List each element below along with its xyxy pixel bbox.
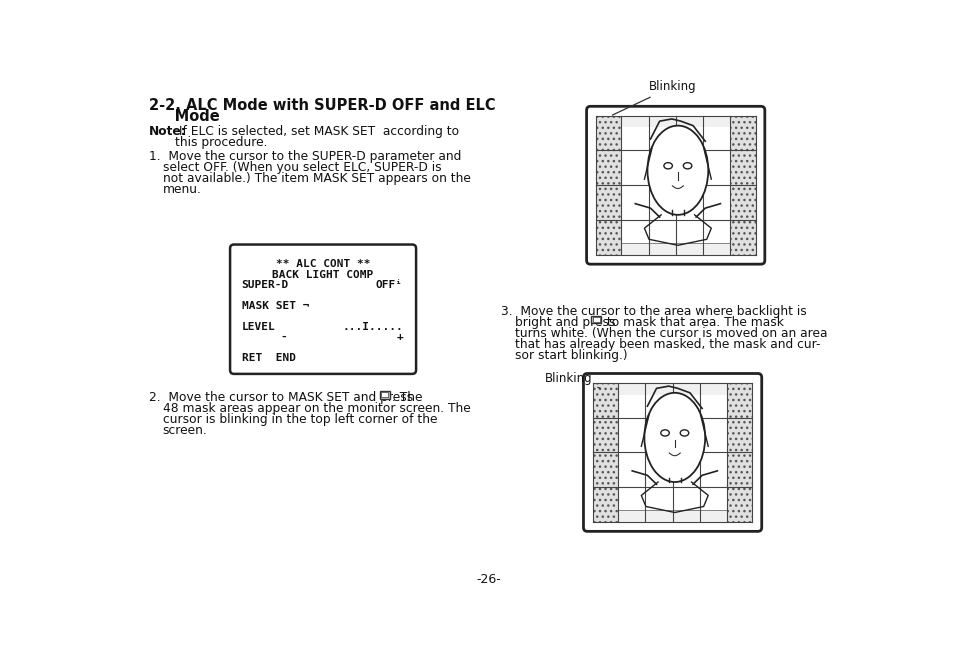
Text: 1.  Move the cursor to the SUPER-D parameter and: 1. Move the cursor to the SUPER-D parame… bbox=[149, 150, 460, 163]
Text: +: + bbox=[395, 332, 402, 342]
Ellipse shape bbox=[643, 393, 704, 482]
Text: Blinking: Blinking bbox=[612, 81, 696, 115]
Bar bbox=[620, 115, 729, 127]
Text: RET  END: RET END bbox=[241, 353, 295, 363]
Text: ** ALC CONT **: ** ALC CONT ** bbox=[275, 259, 370, 269]
Bar bbox=[591, 316, 600, 323]
Text: OFFⁱ: OFFⁱ bbox=[375, 280, 402, 290]
Text: If ELC is selected, set MASK SET  according to: If ELC is selected, set MASK SET accordi… bbox=[174, 125, 458, 138]
Ellipse shape bbox=[647, 125, 707, 215]
Ellipse shape bbox=[663, 162, 672, 169]
Bar bbox=[618, 395, 726, 510]
Bar bbox=[618, 382, 726, 395]
Text: BACK LIGHT COMP: BACK LIGHT COMP bbox=[273, 270, 374, 280]
Text: not available.) The item MASK SET appears on the: not available.) The item MASK SET appear… bbox=[162, 172, 470, 185]
Text: to mask that area. The mask: to mask that area. The mask bbox=[602, 316, 783, 329]
Ellipse shape bbox=[660, 430, 669, 436]
Ellipse shape bbox=[682, 162, 691, 169]
Text: -: - bbox=[280, 332, 287, 342]
Text: ...I.....: ...I..... bbox=[342, 321, 402, 331]
Text: Blinking: Blinking bbox=[544, 372, 599, 388]
Text: 2.  Move the cursor to MASK SET and press: 2. Move the cursor to MASK SET and press bbox=[149, 391, 416, 404]
Bar bbox=[620, 243, 729, 255]
Text: this procedure.: this procedure. bbox=[174, 136, 267, 150]
Text: SUPER-D: SUPER-D bbox=[241, 280, 289, 290]
Text: cursor is blinking in the top left corner of the: cursor is blinking in the top left corne… bbox=[162, 413, 436, 426]
Text: menu.: menu. bbox=[162, 183, 201, 197]
Bar bbox=[620, 127, 729, 243]
Bar bbox=[726, 382, 752, 522]
Text: Note:: Note: bbox=[149, 125, 186, 138]
FancyBboxPatch shape bbox=[583, 374, 760, 531]
Text: LEVEL: LEVEL bbox=[241, 321, 275, 331]
Text: select OFF. (When you select ELC, SUPER-D is: select OFF. (When you select ELC, SUPER-… bbox=[162, 161, 441, 174]
Bar bbox=[379, 391, 390, 399]
Bar bbox=[729, 115, 755, 255]
Bar bbox=[618, 510, 726, 522]
Bar bbox=[592, 317, 599, 322]
Text: 2-2. ALC Mode with SUPER-D OFF and ELC: 2-2. ALC Mode with SUPER-D OFF and ELC bbox=[149, 98, 495, 113]
Text: sor start blinking.): sor start blinking.) bbox=[515, 349, 627, 362]
Ellipse shape bbox=[679, 430, 688, 436]
Text: 48 mask areas appear on the monitor screen. The: 48 mask areas appear on the monitor scre… bbox=[162, 402, 470, 415]
Text: . The: . The bbox=[392, 391, 422, 404]
Bar bbox=[381, 393, 388, 397]
FancyBboxPatch shape bbox=[586, 106, 764, 264]
Text: bright and press: bright and press bbox=[515, 316, 619, 329]
Bar bbox=[596, 115, 620, 255]
Text: screen.: screen. bbox=[162, 424, 207, 437]
Text: Mode: Mode bbox=[149, 109, 219, 124]
Text: turns white. (When the cursor is moved on an area: turns white. (When the cursor is moved o… bbox=[515, 327, 827, 340]
Text: 3.  Move the cursor to the area where backlight is: 3. Move the cursor to the area where bac… bbox=[500, 305, 806, 317]
Text: that has already been masked, the mask and cur-: that has already been masked, the mask a… bbox=[515, 338, 820, 351]
Text: -26-: -26- bbox=[476, 574, 500, 586]
Bar bbox=[592, 382, 618, 522]
Text: MASK SET ¬: MASK SET ¬ bbox=[241, 301, 309, 311]
FancyBboxPatch shape bbox=[230, 244, 416, 374]
